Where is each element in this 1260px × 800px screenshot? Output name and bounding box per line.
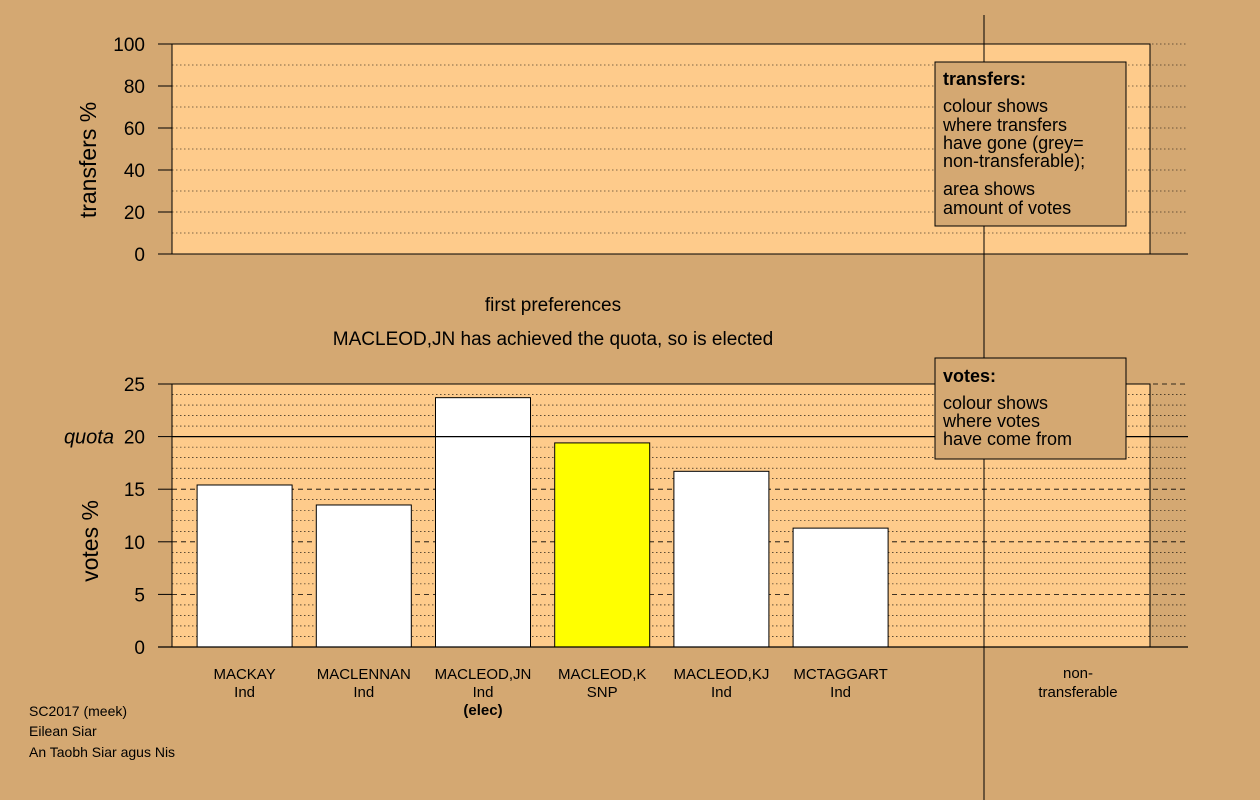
candidate-name-label: MACLEOD,K (558, 666, 646, 683)
votes-y-axis-label: votes % (77, 500, 103, 582)
transfers-legend-title: transfers: (943, 69, 1026, 89)
y-tick-label: 0 (134, 638, 145, 659)
transfers-legend-line: non-transferable); (943, 151, 1085, 171)
y-tick-label: 10 (124, 533, 145, 554)
votes-legend-line: colour shows (943, 393, 1048, 413)
votes-legend-title: votes: (943, 366, 996, 386)
transfers-legend-box (934, 61, 1127, 227)
transfers-y-axis-label: transfers % (75, 102, 101, 218)
stage-label: first preferences (485, 295, 621, 316)
transfers-legend: transfers: colour shows where transfers … (934, 61, 1127, 227)
candidate-name-label: MCTAGGART (793, 666, 887, 683)
votes-legend-line: where votes (942, 411, 1040, 431)
transfers-legend-line: colour shows (943, 96, 1048, 116)
transfers-legend-line: where transfers (942, 115, 1067, 135)
bar (792, 527, 889, 648)
nontransferable-label-line2: transferable (1038, 684, 1117, 701)
transfers-y-ticks: 0 20 40 60 80 100 (113, 35, 172, 266)
candidate-party-label: Ind (353, 684, 374, 701)
y-tick-label: 80 (124, 77, 145, 98)
transfers-legend-line: area shows (943, 179, 1035, 199)
candidate-status-label: (elec) (463, 702, 502, 719)
candidate-party-label: Ind (234, 684, 255, 701)
stage-message: MACLEOD,JN has achieved the quota, so is… (333, 329, 773, 350)
quota-label: quota (64, 427, 114, 449)
votes-legend-box (934, 357, 1127, 460)
bar (673, 470, 770, 648)
candidate-name-label: MACKAY (213, 666, 275, 683)
y-tick-label: 60 (124, 119, 145, 140)
y-tick-label: 20 (124, 428, 145, 449)
candidate-party-label: SNP (587, 684, 618, 701)
candidate-name-label: MACLEOD,KJ (673, 666, 769, 683)
y-tick-label: 15 (124, 480, 145, 501)
footer-line-council: Eilean Siar (29, 723, 97, 739)
y-tick-label: 40 (124, 161, 145, 182)
bar (315, 504, 412, 648)
candidate-name-label: MACLENNAN (317, 666, 411, 683)
candidate-party-label: Ind (473, 684, 494, 701)
footer-line-election: SC2017 (meek) (29, 703, 127, 719)
transfers-gridlines (172, 43, 1188, 255)
votes-legend: votes: colour shows where votes have com… (934, 357, 1127, 460)
candidate-party-label: Ind (711, 684, 732, 701)
nontransferable-label-line1: non- (1063, 665, 1093, 682)
y-tick-label: 100 (113, 35, 145, 56)
y-tick-label: 5 (134, 585, 145, 606)
candidate-party-label: Ind (830, 684, 851, 701)
votes-bars (196, 397, 889, 648)
votes-legend-line: have come from (943, 429, 1072, 449)
bar (554, 442, 651, 648)
votes-y-ticks: 0 5 10 15 20 25 (124, 375, 172, 659)
y-tick-label: 20 (124, 203, 145, 224)
transfers-legend-line: have gone (grey= (943, 133, 1084, 153)
footer-line-ward: An Taobh Siar agus Nis (29, 744, 175, 760)
candidate-name-label: MACLEOD,JN (435, 666, 532, 683)
y-tick-label: 25 (124, 375, 145, 396)
bar (435, 397, 531, 648)
y-tick-label: 0 (134, 245, 145, 266)
candidate-labels: MACKAYIndMACLENNANIndMACLEOD,JNInd(elec)… (213, 666, 887, 719)
transfers-legend-line: amount of votes (943, 198, 1071, 218)
bar (196, 484, 293, 648)
